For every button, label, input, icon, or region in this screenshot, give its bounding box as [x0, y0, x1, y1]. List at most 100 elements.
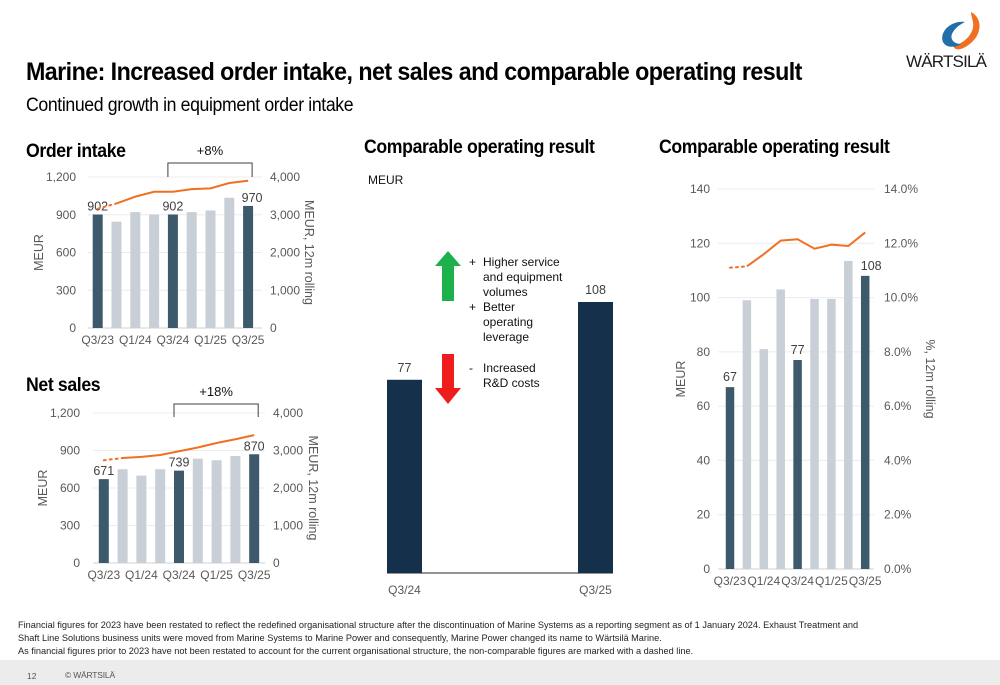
x-tick-label: Q3/25: [232, 333, 265, 347]
y-tick-label: 80: [697, 345, 711, 359]
copyright: © WÄRTSILÄ: [65, 670, 115, 680]
bar: [249, 454, 260, 563]
y2-tick-label: 4.0%: [884, 453, 912, 467]
data-label: 671: [93, 464, 114, 478]
bar: [725, 387, 735, 569]
bar: [230, 456, 241, 563]
x-tick-label: Q1/25: [200, 568, 233, 582]
growth-bracket: [167, 162, 253, 177]
x-tick-label: Q1/24: [747, 574, 780, 588]
data-label: 77: [791, 343, 805, 357]
data-label: 67: [723, 370, 737, 384]
y-tick-label: 60: [697, 399, 711, 413]
data-label: 739: [169, 456, 190, 470]
bar: [844, 260, 853, 569]
rolling-line: [116, 179, 249, 205]
y-tick-label: 300: [60, 519, 80, 533]
driver-item: + Better operating leverage: [469, 300, 573, 345]
bar: [827, 298, 836, 569]
y-tick-label: 300: [56, 283, 76, 297]
driver-text: Increased R&D costs: [483, 361, 540, 390]
bar: [149, 214, 160, 328]
y2-tick-label: 3,000: [273, 444, 303, 458]
y-tick-label: 900: [60, 444, 80, 458]
bar: [92, 214, 103, 328]
order-intake-title: Order intake: [26, 141, 126, 162]
bar: [860, 275, 870, 569]
data-label: 108: [861, 259, 882, 273]
bar: [186, 212, 197, 328]
footnote-line: As financial figures prior to 2023 have …: [18, 646, 694, 656]
y2-tick-label: 4,000: [270, 170, 300, 184]
y-tick-label: 900: [56, 208, 76, 222]
driver-sign: +: [469, 255, 477, 269]
data-label: 870: [244, 439, 265, 453]
bar: [192, 458, 203, 563]
arrow-down-icon: [435, 354, 461, 404]
x-tick-label: Q3/24: [157, 333, 190, 347]
x-tick-label: Q3/24: [388, 583, 421, 597]
y-tick-label: 40: [697, 453, 711, 467]
y2-tick-label: 1,000: [270, 283, 300, 297]
y-tick-label: 1,200: [46, 170, 76, 184]
arrow-up-icon: [435, 251, 461, 301]
x-tick-label: Q3/25: [849, 574, 882, 588]
data-label: 902: [87, 199, 108, 213]
bar: [759, 349, 769, 569]
x-tick-label: Q1/24: [119, 333, 152, 347]
net-sales-title: Net sales: [26, 375, 101, 396]
bar: [742, 300, 752, 569]
y-tick-label: 0: [703, 562, 710, 576]
x-tick-label: Q3/23: [81, 333, 114, 347]
bar: [167, 214, 178, 328]
y2-tick-label: 3,000: [270, 208, 300, 222]
cor-bridge-unit: MEUR: [368, 173, 404, 187]
bar: [130, 212, 141, 328]
page-title: Marine: Increased order intake, net sale…: [26, 58, 802, 86]
bar: [793, 360, 802, 569]
x-tick-label: Q1/25: [194, 333, 227, 347]
y2-axis-title: MEUR, 12m rolling: [306, 436, 320, 541]
y2-tick-label: 2.0%: [884, 508, 912, 522]
bar: [98, 479, 109, 563]
y-axis-title: MEUR: [36, 470, 50, 507]
y-tick-label: 100: [690, 291, 710, 305]
x-tick-label: Q1/24: [125, 568, 158, 582]
bar: [810, 298, 819, 569]
rolling-line: [746, 231, 866, 268]
y-tick-label: 0: [73, 556, 80, 570]
y2-tick-label: 2,000: [270, 246, 300, 260]
y-tick-label: 120: [690, 236, 710, 250]
page-subtitle: Continued growth in equipment order inta…: [26, 95, 354, 116]
bar: [117, 469, 128, 563]
bar: [174, 470, 184, 563]
y-axis-title: MEUR: [674, 361, 688, 398]
x-tick-label: Q3/24: [781, 574, 814, 588]
x-tick-label: Q3/24: [163, 568, 196, 582]
wartsila-logo-icon: [942, 12, 980, 50]
footnote-line: Shaft Line Solutions business units were…: [18, 633, 662, 643]
y2-tick-label: 2,000: [273, 481, 303, 495]
data-label: 77: [398, 361, 412, 375]
bar: [205, 210, 216, 328]
driver-list: + Higher service and equipment volumes +…: [469, 255, 573, 391]
data-label: 108: [585, 283, 606, 297]
bar: [776, 289, 785, 569]
cor-trend-title: Comparable operating result: [659, 137, 890, 158]
y2-tick-label: 10.0%: [884, 291, 918, 305]
y2-axis-title: MEUR, 12m rolling: [302, 200, 316, 305]
driver-item: + Higher service and equipment volumes: [469, 255, 573, 300]
x-tick-label: Q1/25: [815, 574, 848, 588]
y2-axis-title: %, 12m rolling: [923, 339, 937, 418]
y-tick-label: 20: [697, 508, 711, 522]
y-tick-label: 600: [56, 246, 76, 260]
bar: [578, 302, 613, 573]
cor-bridge-title: Comparable operating result: [364, 137, 595, 158]
x-tick-label: Q3/23: [87, 568, 120, 582]
x-tick-label: Q3/23: [714, 574, 747, 588]
y-tick-label: 140: [690, 182, 710, 196]
page-number: 12: [27, 671, 37, 681]
